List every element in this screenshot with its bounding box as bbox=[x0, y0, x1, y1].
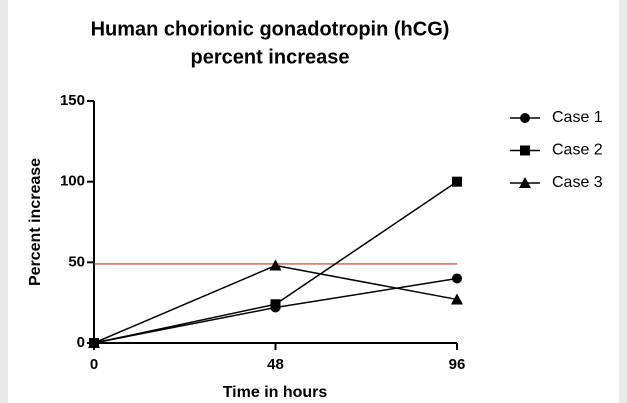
x-tick-label: 0 bbox=[90, 356, 98, 373]
legend-marker bbox=[520, 113, 530, 123]
legend-label: Case 1 bbox=[552, 109, 603, 126]
y-axis-title: Percent increase bbox=[27, 158, 44, 286]
y-tick-label: 50 bbox=[68, 253, 85, 270]
x-tick-label: 48 bbox=[267, 356, 284, 373]
marker bbox=[88, 337, 100, 348]
marker bbox=[452, 273, 462, 284]
marker bbox=[269, 259, 282, 271]
legend-label: Case 2 bbox=[552, 142, 603, 159]
marker bbox=[451, 293, 463, 305]
legend-label: Case 3 bbox=[552, 174, 603, 191]
y-tick-label: 150 bbox=[60, 92, 85, 109]
chart-title: percent increase bbox=[191, 46, 350, 68]
x-tick-label: 96 bbox=[449, 356, 466, 373]
x-axis-title: Time in hours bbox=[223, 384, 328, 401]
legend-marker bbox=[519, 177, 531, 188]
marker bbox=[270, 299, 281, 310]
chart-title: Human chorionic gonadotropin (hCG) bbox=[91, 18, 450, 40]
y-tick-label: 0 bbox=[77, 334, 85, 351]
marker bbox=[452, 176, 462, 187]
legend-marker bbox=[520, 145, 530, 156]
y-tick-label: 100 bbox=[60, 173, 85, 190]
